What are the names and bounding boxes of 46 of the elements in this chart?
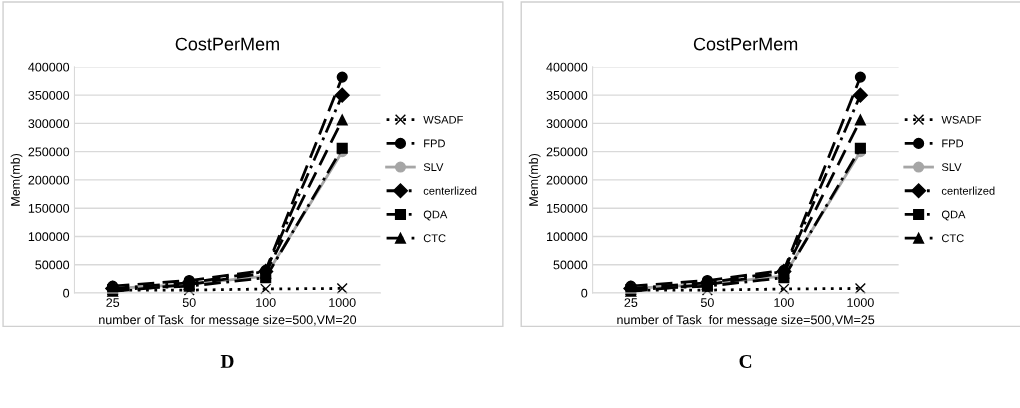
x-tick-label: 50 [700,298,714,307]
x-axis-title: number of Task for message size=500,VM=20 [99,315,357,327]
legend-label: CTC [423,234,446,243]
legend-label: FPD [424,139,445,148]
legend-label: FPD [942,139,964,148]
y-axis-title: Mem(mb) [10,153,23,206]
legend-label: centerlized [941,186,995,195]
y-tick-label: 400000 [546,62,588,72]
x-tick-label: 50 [182,298,196,307]
x-tick-label: 1000 [847,298,874,307]
x-tick-label: 100 [256,298,276,307]
x-tick-label: 100 [774,298,794,307]
y-tick-label: 50000 [553,260,588,270]
x-tick-label: 1000 [329,298,356,307]
legend-label: QDA [941,210,966,221]
legend-label: QDA [423,210,448,221]
y-tick-label: 200000 [28,175,70,185]
y-tick-label: 250000 [28,147,70,157]
y-tick-label: 100000 [547,232,588,242]
y-tick-label: 350000 [546,90,588,100]
chart-title: CostPerMem [175,37,279,51]
y-tick-label: 50000 [35,260,70,270]
y-tick-label: 0 [63,288,70,298]
chart-title: CostPerMem [693,37,798,51]
legend-label: WSADF [423,115,463,124]
y-axis-title: Mem(mb) [528,153,541,206]
x-axis-title: number of Task for message size=500,VM=25 [617,315,875,327]
y-tick-label: 300000 [546,119,588,129]
legend-label: WSADF [941,115,982,124]
y-tick-label: 300000 [28,119,70,129]
legend-label: CTC [941,234,964,243]
y-tick-label: 150000 [547,203,588,213]
y-tick-label: 350000 [28,90,70,100]
x-tick-label: 25 [624,298,638,307]
text: C [739,354,752,368]
y-tick-label: 100000 [28,232,70,242]
y-tick-label: 400000 [28,62,70,72]
legend-label: SLV [423,163,444,172]
y-tick-label: 250000 [546,147,588,157]
y-tick-label: 0 [581,288,588,298]
x-tick-label: 25 [106,298,120,307]
y-tick-label: 150000 [28,203,70,213]
legend-label: SLV [941,163,962,172]
text: D [220,355,234,368]
legend-label: centerlized [423,186,477,195]
y-tick-label: 200000 [546,175,588,185]
